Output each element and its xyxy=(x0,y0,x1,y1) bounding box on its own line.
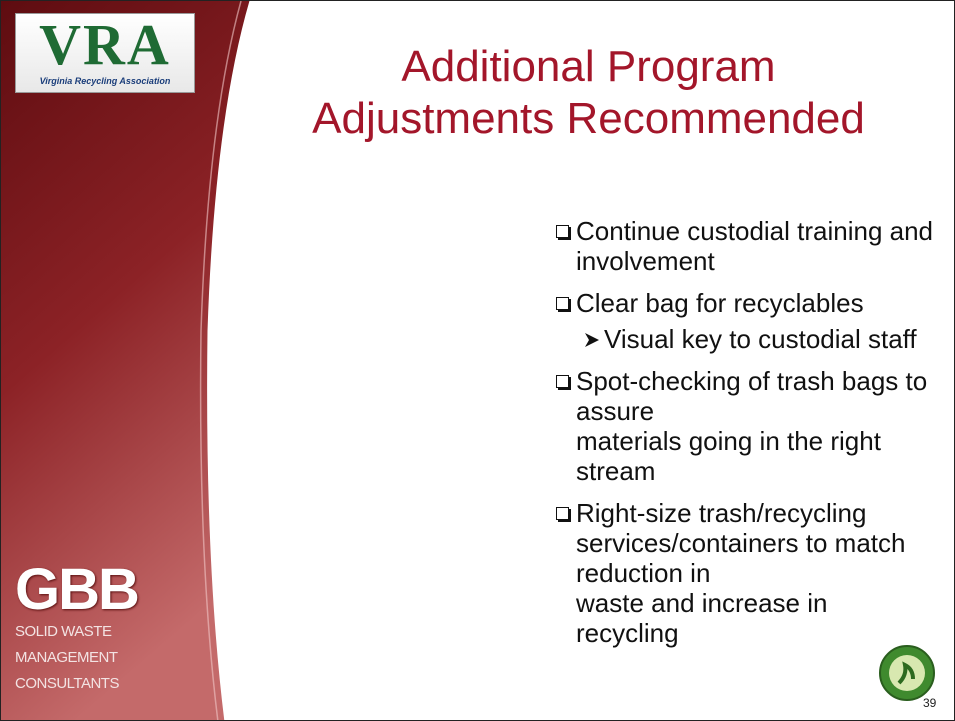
gbb-logo: GBB SOLID WASTE MANAGEMENT CONSULTANTS xyxy=(15,557,140,697)
bullet: Visual key to custodial staff xyxy=(556,324,936,354)
logo-name: Virginia Recycling Association xyxy=(39,76,171,86)
page-number: 39 xyxy=(923,696,937,710)
sidebar xyxy=(1,1,253,720)
bullet-line: involvement xyxy=(576,246,715,276)
title-line: Adjustments Recommended xyxy=(312,94,865,143)
arrow-marker xyxy=(585,333,599,347)
logo-mark: VRA xyxy=(39,12,171,77)
sidebar-highlight xyxy=(199,1,242,720)
bullet-list: Continue custodial training and involveme… xyxy=(556,216,936,660)
checkbox-marker xyxy=(556,507,569,520)
logo-line: SOLID WASTE xyxy=(15,623,112,640)
bullet-line: Right-size trash/recycling xyxy=(576,498,867,528)
logo-line: CONSULTANTS xyxy=(15,675,119,692)
vra-logo: VRA Virginia Recycling Association xyxy=(15,13,195,93)
bullet: Continue custodial training and involveme… xyxy=(556,216,936,276)
bullet-line: Spot-checking of trash bags to assure xyxy=(576,366,928,426)
checkbox-marker xyxy=(556,375,569,388)
bullet-line: Clear bag for recyclables xyxy=(576,288,864,318)
seal-logo xyxy=(879,645,935,701)
logo-line: MANAGEMENT xyxy=(15,649,118,666)
bullet-line: waste and increase in recycling xyxy=(576,588,828,648)
bullet-line: Visual key to custodial staff xyxy=(604,324,917,354)
bullet: Right-size trash/recycling services/conta… xyxy=(556,498,936,648)
sidebar-panel xyxy=(1,1,251,720)
bullet: Clear bag for recyclables xyxy=(556,288,936,318)
title-line: Additional Program xyxy=(401,42,776,91)
checkbox-marker xyxy=(556,225,569,238)
sidebar-edge xyxy=(207,1,253,720)
bullet-line: services/containers to match reduction i… xyxy=(576,528,906,588)
bullet-line: Continue custodial training and xyxy=(576,216,934,246)
slide-title: Additional Program Adjustments Recommende… xyxy=(256,41,921,145)
checkbox-marker xyxy=(556,297,569,310)
bullet: Spot-checking of trash bags to assure mat… xyxy=(556,366,936,486)
bullet-line: materials going in the right stream xyxy=(576,426,881,486)
logo-mark: GBB xyxy=(15,557,140,622)
